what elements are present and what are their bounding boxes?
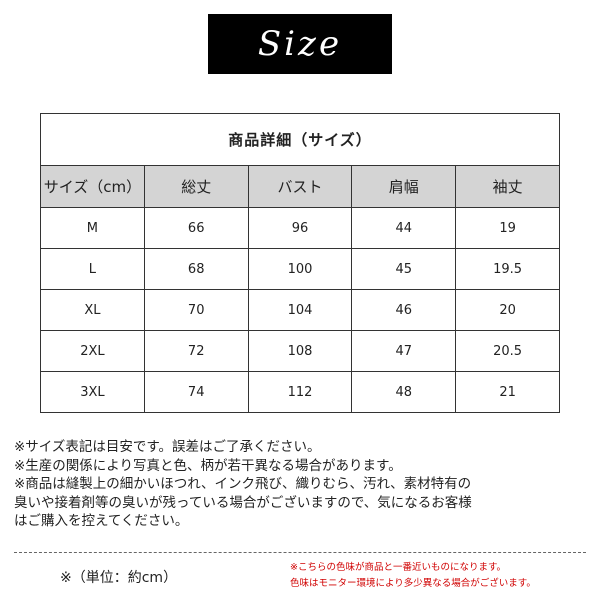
column-header: 肩幅 xyxy=(351,165,457,208)
size-row: M 66 96 44 19 xyxy=(40,207,560,249)
measurement: 66 xyxy=(143,207,249,249)
disclaimer-line: 色味はモニター環境により多少異なる場合がございます。 xyxy=(290,578,536,589)
note-line: ※商品は縫製上の細かいほつれ、インク飛び、織りむら、汚れ、素材特有の xyxy=(14,476,472,492)
size-row: 2XL 72 108 47 20.5 xyxy=(40,330,560,372)
measurement: 100 xyxy=(247,248,353,290)
size-row: L 68 100 45 19.5 xyxy=(40,248,560,290)
measurement: 44 xyxy=(351,207,457,249)
size-row: 3XL 74 112 48 21 xyxy=(40,371,560,413)
column-header: 総丈 xyxy=(143,165,249,208)
header-row: サイズ（cm） 総丈 バスト 肩幅 袖丈 xyxy=(40,165,560,208)
note-line: ※生産の関係により写真と色、柄が若干異なる場合があります。 xyxy=(14,457,402,474)
size-row: XL 70 104 46 20 xyxy=(40,289,560,331)
size-table: 商品詳細（サイズ） サイズ（cm） 総丈 バスト 肩幅 袖丈 M 66 96 44 19 L 68 100… xyxy=(40,113,560,413)
disclaimer-line: ※こちらの色味が商品と一番近いものになります。 xyxy=(290,562,507,573)
column-header: 袖丈 xyxy=(455,165,560,208)
measurement: 45 xyxy=(351,248,457,290)
measurement: 74 xyxy=(143,371,249,413)
size-label: 3XL xyxy=(40,371,145,413)
table-title: 商品詳細（サイズ） xyxy=(40,113,560,166)
measurement: 47 xyxy=(351,330,457,372)
measurement: 20.5 xyxy=(455,330,560,372)
measurement: 96 xyxy=(247,207,353,249)
measurement: 70 xyxy=(143,289,249,331)
measurement: 21 xyxy=(455,371,560,413)
unit-note: ※（単位：約cm） xyxy=(60,570,178,586)
measurement: 46 xyxy=(351,289,457,331)
note-line: 臭いや接着剤等の臭いが残っている場合がございますので、気になるお客様 xyxy=(14,494,472,511)
measurement: 48 xyxy=(351,371,457,413)
disclaimer: ※こちらの色味が商品と一番近いものになります。色味はモニター環境により多少異なる… xyxy=(290,560,536,592)
column-header: サイズ（cm） xyxy=(40,165,145,208)
measurement: 112 xyxy=(247,371,353,413)
size-label: L xyxy=(40,248,145,290)
size-banner: Size xyxy=(208,14,392,74)
note-line: はご購入を控えてください。 xyxy=(14,513,189,529)
size-label: 2XL xyxy=(40,330,145,372)
notes: ※サイズ表記は目安です。誤差はご了承ください。 ※生産の関係により写真と色、柄が若… xyxy=(14,438,594,531)
measurement: 20 xyxy=(455,289,560,331)
size-label: XL xyxy=(40,289,145,331)
note-line: ※サイズ表記は目安です。誤差はご了承ください。 xyxy=(14,439,321,455)
divider xyxy=(14,552,586,553)
measurement: 68 xyxy=(143,248,249,290)
measurement: 108 xyxy=(247,330,353,372)
title-row: 商品詳細（サイズ） xyxy=(40,113,560,166)
measurement: 72 xyxy=(143,330,249,372)
size-label: M xyxy=(40,207,145,249)
column-header: バスト xyxy=(247,165,353,208)
measurement: 104 xyxy=(247,289,353,331)
measurement: 19 xyxy=(455,207,560,249)
measurement: 19.5 xyxy=(455,248,560,290)
